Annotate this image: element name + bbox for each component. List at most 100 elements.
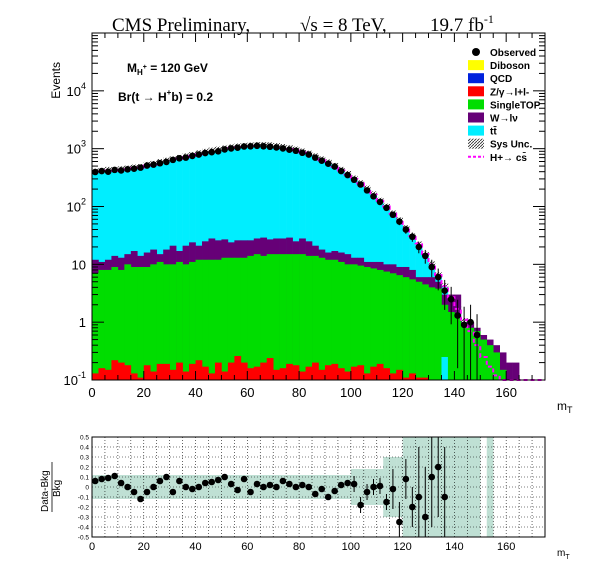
zgamma-stack-bin bbox=[234, 356, 242, 380]
singletop-stack-bin bbox=[253, 254, 261, 380]
zgamma-stack-bin bbox=[409, 373, 416, 380]
zgamma-stack-bin bbox=[214, 362, 222, 380]
ratio-unc-bin bbox=[202, 475, 209, 499]
zgamma-stack-bin bbox=[137, 377, 145, 380]
singletop-stack-bin bbox=[331, 259, 339, 380]
ratio-frame bbox=[91, 436, 546, 538]
zgamma-stack bbox=[92, 356, 429, 380]
observed-point bbox=[189, 152, 196, 160]
zgamma-stack-bin bbox=[350, 366, 358, 380]
zgamma-stack-bin bbox=[221, 371, 229, 380]
x-tick-label: 60 bbox=[240, 385, 254, 400]
zgamma-stack-bin bbox=[286, 363, 293, 380]
ratio-y-tick-label: -0.5 bbox=[78, 535, 90, 542]
ratio-point bbox=[221, 473, 228, 481]
singletop-stack-bin bbox=[143, 266, 151, 380]
ratio-point bbox=[363, 488, 371, 496]
singletop-stack-bin bbox=[208, 259, 216, 380]
ratio-point bbox=[169, 488, 177, 496]
zgamma-stack-bin bbox=[182, 371, 190, 380]
observed-point bbox=[266, 143, 274, 151]
zgamma-stack-bin bbox=[292, 365, 300, 380]
zgamma-stack-bin bbox=[337, 368, 345, 380]
legend-label: H+→ cs̄ bbox=[490, 152, 527, 164]
ratio-y-tick-label: 0.5 bbox=[80, 435, 89, 442]
observed-point bbox=[311, 154, 319, 161]
observed-point bbox=[415, 243, 423, 251]
singletop-stack-bin bbox=[422, 284, 429, 380]
singletop-stack-bin bbox=[182, 264, 190, 380]
singletop-stack-bin bbox=[195, 259, 203, 380]
observed-point bbox=[98, 167, 106, 175]
legend: Observed Diboson QCD Z/γ→l+l- SingleTOP W→lνt… bbox=[468, 48, 541, 164]
ratio-point bbox=[266, 481, 274, 489]
observed-point bbox=[163, 158, 170, 166]
zgamma-stack-bin bbox=[370, 366, 378, 380]
zgamma-stack-bin bbox=[143, 365, 151, 380]
ratio-point bbox=[331, 487, 338, 495]
observed-point bbox=[454, 312, 461, 319]
singletop-stack-bin bbox=[402, 277, 410, 380]
ratio-unc-bin bbox=[208, 475, 216, 499]
singletop-stack-bin bbox=[124, 264, 132, 380]
observed-point bbox=[253, 142, 261, 150]
svg-text:Data-Bkg: Data-Bkg bbox=[40, 470, 51, 512]
observed-point bbox=[214, 148, 222, 155]
svg-text:Bkg: Bkg bbox=[52, 480, 63, 497]
observed-point bbox=[363, 187, 371, 194]
ratio-point bbox=[299, 481, 306, 489]
wlnu-stack-bin bbox=[512, 362, 520, 380]
zgamma-stack-bin bbox=[273, 369, 280, 380]
observed-point bbox=[389, 211, 397, 219]
ratio-point bbox=[260, 483, 267, 491]
ratio-point bbox=[156, 477, 164, 485]
ratio-point bbox=[117, 479, 125, 487]
x-tick-label: 160 bbox=[495, 385, 517, 400]
ratio-x-tick-label: 80 bbox=[293, 541, 305, 553]
singletop-stack-bin bbox=[441, 304, 449, 380]
singletop-stack-bin bbox=[344, 264, 352, 380]
observed-point bbox=[143, 162, 151, 169]
observed-point bbox=[331, 163, 338, 170]
singletop-stack-bin bbox=[137, 266, 145, 380]
ratio-point bbox=[98, 475, 106, 483]
wlnu-stack-bin bbox=[499, 352, 507, 380]
legend-label: SingleTOP bbox=[490, 100, 541, 111]
ratio-unc-bin bbox=[143, 475, 151, 499]
observed-point bbox=[324, 160, 332, 167]
energy-label: √s = 8 TeV, bbox=[300, 15, 387, 36]
ratio-unc-bin bbox=[279, 475, 287, 499]
upper-plot: 0 20 40 60 80 100 120 140 160 10-1 1 10 102 103 104 bbox=[64, 32, 546, 400]
observed-point bbox=[473, 331, 481, 339]
ratio-point bbox=[409, 503, 416, 511]
ratio-point bbox=[415, 493, 423, 501]
observed-point bbox=[292, 147, 300, 155]
ratio-y-tick-label: -0.2 bbox=[78, 505, 90, 512]
ratio-x-tick-label: 20 bbox=[138, 541, 150, 553]
zgamma-stack-bin bbox=[169, 369, 177, 380]
ratio-point bbox=[150, 483, 157, 491]
zgamma-stack-bin bbox=[189, 363, 196, 380]
zgamma-stack-bin bbox=[260, 362, 268, 380]
zgamma-stack-bin bbox=[156, 363, 164, 380]
observed-point bbox=[279, 145, 287, 152]
ratio-point bbox=[227, 480, 235, 488]
zgamma-stack-bin bbox=[383, 368, 390, 380]
ratio-unc-bin bbox=[169, 475, 177, 499]
singletop-stack-bin bbox=[493, 352, 500, 380]
singletop-stack-bin bbox=[363, 266, 371, 380]
ratio-y-tick-label: 0.2 bbox=[80, 465, 89, 472]
observed-point bbox=[124, 165, 131, 173]
x-tick-label: 40 bbox=[188, 385, 202, 400]
observed-point bbox=[247, 142, 254, 150]
observed-point bbox=[221, 146, 228, 153]
legend-label: Diboson bbox=[490, 61, 530, 72]
ratio-unc-bin bbox=[240, 475, 248, 499]
singletop-stack-bin bbox=[176, 261, 183, 380]
chart-title: CMS Preliminary, bbox=[112, 15, 250, 36]
zgamma-stack-bin bbox=[98, 368, 106, 380]
singletop-stack-bin bbox=[221, 257, 229, 380]
y-tick-label: 103 bbox=[67, 139, 86, 157]
y-tick-label: 10-1 bbox=[64, 370, 86, 388]
zgamma-stack-bin bbox=[312, 362, 319, 380]
